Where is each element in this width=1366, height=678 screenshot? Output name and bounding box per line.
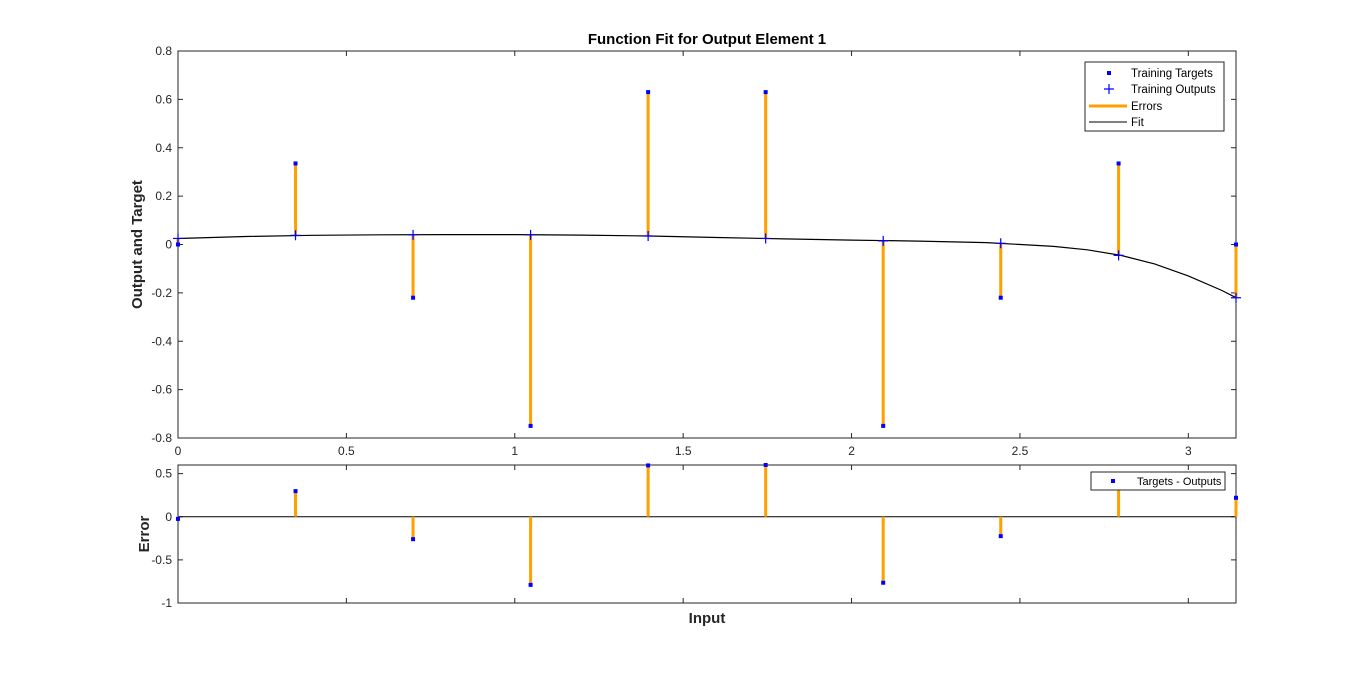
legend-output-symbol (1104, 84, 1114, 94)
training-output-marker (760, 233, 771, 244)
training-output-marker (995, 238, 1006, 249)
x-tick-label: 3 (1185, 444, 1192, 458)
legend-box (1090, 471, 1226, 491)
plot-area (177, 464, 1237, 604)
x-tick-label: 1 (511, 444, 518, 458)
plot-area (177, 50, 1237, 439)
error-marker (646, 463, 651, 468)
error-marker (176, 516, 180, 521)
y-tick-label: 0.2 (155, 189, 172, 203)
y-tick-label: -1 (161, 596, 172, 610)
legend-label: Training Outputs (1131, 84, 1216, 96)
y-axis-title: Output and Target (129, 180, 146, 309)
training-target-marker (881, 423, 886, 428)
error-marker (881, 580, 886, 585)
y-tick-label: 0.4 (155, 141, 172, 155)
y-tick-label: 0 (165, 510, 172, 524)
legend-target-symbol (1107, 71, 1111, 75)
legend-label: Fit (1131, 117, 1145, 129)
training-output-marker (878, 235, 889, 246)
training-target-marker (411, 295, 416, 300)
y-tick-label: -0.4 (151, 334, 172, 348)
error-marker (998, 534, 1003, 539)
training-target-marker (1116, 161, 1121, 166)
error-marker (1234, 495, 1238, 500)
y-tick-label: 0 (165, 238, 172, 252)
training-target-marker (293, 161, 298, 166)
training-output-marker (643, 231, 654, 242)
y-tick-label: -0.5 (151, 553, 172, 567)
x-tick-label: 0.5 (338, 444, 355, 458)
x-tick-label: 2 (848, 444, 855, 458)
chart-title: Function Fit for Output Element 1 (588, 31, 826, 48)
legend-error-symbol (1111, 479, 1115, 483)
x-tick-label: 1.5 (675, 444, 692, 458)
legend-label: Targets - Outputs (1137, 476, 1222, 488)
training-target-marker (763, 90, 768, 95)
y-axis-title: Error (136, 516, 153, 553)
y-tick-label: 0.5 (155, 467, 172, 481)
x-axis-title: Input (689, 610, 726, 627)
training-output-marker (173, 233, 183, 244)
y-tick-label: 0.8 (155, 44, 172, 58)
training-target-marker (998, 295, 1003, 300)
training-output-marker (525, 229, 536, 240)
y-tick-label: -0.8 (151, 431, 172, 445)
training-output-marker (290, 230, 301, 241)
y-tick-label: -0.6 (151, 383, 172, 397)
training-output-marker (408, 229, 419, 240)
error-marker (528, 582, 533, 587)
training-target-marker (176, 242, 180, 247)
x-tick-label: 0 (175, 444, 182, 458)
error-marker (763, 463, 768, 467)
x-tick-label: 2.5 (1012, 444, 1029, 458)
legend: Training Targets Training Outputs Errors Fi… (1084, 61, 1225, 132)
legend: Targets - Outputs (1090, 471, 1226, 491)
error-chart: -1 -0.5 0 0.5 Input Error Targets - Outputs (136, 463, 1238, 627)
legend-label: Training Targets (1131, 68, 1213, 80)
error-marker (293, 489, 298, 494)
training-output-marker (1113, 250, 1124, 261)
function-fit-chart: 0 0.5 1 1.5 2 2.5 3 -0.8 -0.6 -0.4 -0.2 0 0.2 0.4 0.6 0… (129, 31, 1241, 458)
training-target-marker (528, 423, 533, 428)
training-target-marker (1234, 242, 1238, 247)
error-marker (411, 537, 416, 542)
training-output-marker (1231, 292, 1241, 303)
fit-line (177, 234, 1237, 299)
y-tick-label: 0.6 (155, 92, 172, 106)
y-tick-label: -0.2 (151, 286, 172, 300)
training-target-marker (646, 90, 651, 95)
legend-label: Errors (1131, 101, 1163, 113)
